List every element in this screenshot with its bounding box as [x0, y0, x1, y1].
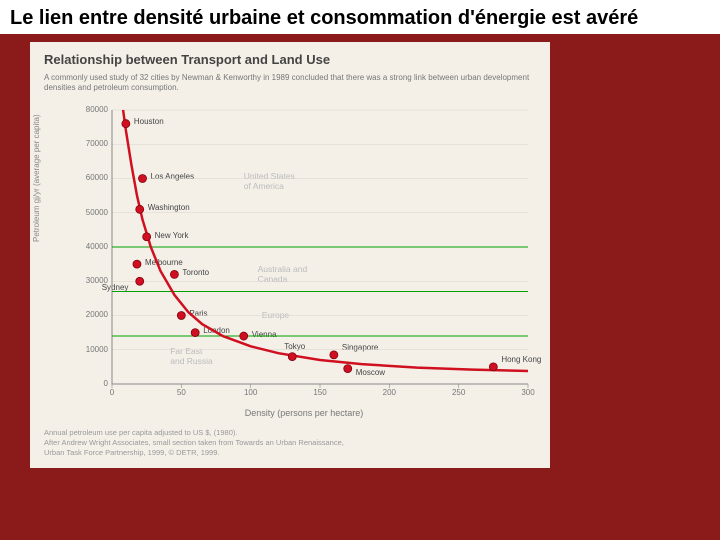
scatter-plot: 0100002000030000400005000060000700008000…	[74, 104, 534, 404]
figure-footnote: Annual petroleum use per capita adjusted…	[44, 428, 536, 458]
figure-subtitle: A commonly used study of 32 cities by Ne…	[44, 73, 536, 94]
y-axis-label: Petroleum gj/yr (average per capita)	[32, 114, 41, 242]
figure-panel: Relationship between Transport and Land …	[30, 42, 550, 468]
slide-title: Le lien entre densité urbaine et consomm…	[10, 6, 710, 30]
title-bar: Le lien entre densité urbaine et consomm…	[0, 0, 720, 34]
figure-wrap: Relationship between Transport and Land …	[0, 34, 720, 468]
x-axis-label: Density (persons per hectare)	[74, 408, 534, 418]
figure-title: Relationship between Transport and Land …	[44, 52, 536, 67]
